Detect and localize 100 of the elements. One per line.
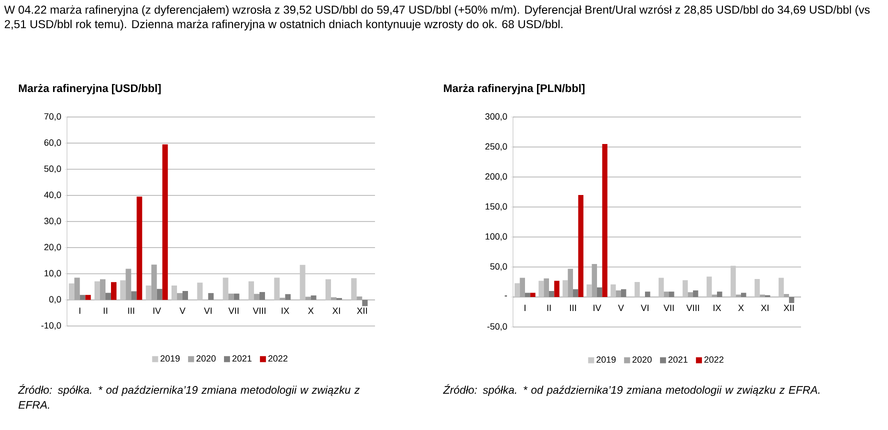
bar	[248, 281, 254, 300]
bar	[254, 294, 260, 300]
x-tick-label: VIII	[686, 304, 699, 311]
bar	[146, 286, 152, 300]
x-tick-label: V	[618, 304, 624, 311]
y-tick-label: 60,0	[44, 139, 62, 147]
bar	[693, 290, 698, 297]
bar	[182, 290, 188, 300]
bar	[362, 300, 368, 306]
bar	[621, 289, 626, 297]
bar	[610, 284, 616, 297]
legend-label: 2021	[668, 356, 688, 363]
x-tick-label: III	[128, 308, 134, 314]
bar	[658, 278, 664, 297]
text: W 04.22 marża rafineryjna (z dyferencjałem) wzrosła z 39,52 USD/bbl do 59,47 USD/bbl (+50% m/m). Dyferencjał Brent/Ural wzrósł z 28,85 USD/bbl do 34,69 USD/bbl (vs 2,51 USD/bbl rok temu). Dzienna marża rafineryjna w ostatnich dniach kontynuuje wzrosty do ok. 68 USD/bbl.	[4, 5, 870, 30]
bar	[111, 282, 116, 300]
bar	[514, 283, 520, 297]
bar	[172, 286, 177, 300]
legend-label: 2020	[196, 355, 216, 362]
legend-label: 2022	[268, 355, 288, 362]
x-tick-label: VII	[228, 308, 238, 314]
bar	[222, 278, 228, 300]
bar	[80, 294, 86, 300]
y-tick-label: 50,0	[490, 263, 508, 271]
bar	[68, 283, 74, 300]
y-tick-label: -50,0	[487, 323, 508, 331]
bar	[730, 266, 736, 297]
bar	[305, 296, 311, 300]
bar	[228, 294, 234, 300]
bar	[197, 282, 203, 300]
x-tick-label: X	[308, 308, 314, 314]
bar	[669, 292, 674, 297]
x-tick-label: IX	[714, 304, 722, 311]
bar	[177, 293, 182, 300]
legend-label: 2019	[596, 356, 616, 363]
y-tick-label: 10,0	[44, 270, 62, 278]
legend-label: 2021	[232, 355, 252, 362]
bar	[208, 293, 214, 300]
x-tick-label: X	[738, 304, 744, 311]
x-tick-label: VIII	[252, 308, 266, 314]
bar	[331, 297, 337, 300]
bar	[285, 294, 291, 300]
bar	[100, 279, 106, 300]
bar	[538, 280, 544, 297]
y-tick-label: 100,0	[486, 233, 508, 241]
x-tick-label: II	[104, 308, 108, 314]
bar	[586, 284, 592, 297]
bar	[300, 264, 306, 300]
bar	[120, 280, 126, 300]
bar	[274, 278, 280, 300]
x-tick-label: I	[524, 304, 526, 311]
x-tick-label: XI	[332, 308, 340, 314]
x-tick-label: IX	[282, 308, 290, 314]
y-tick-label: 300,0	[485, 113, 508, 121]
bar	[554, 280, 560, 297]
bar	[602, 144, 608, 297]
bar	[351, 278, 357, 300]
y-tick-label: 250,0	[485, 143, 508, 151]
bar	[260, 292, 265, 300]
bar	[126, 268, 132, 300]
x-tick-label: XI	[760, 304, 768, 311]
bar	[525, 292, 530, 297]
bar	[634, 282, 640, 297]
bar	[573, 289, 578, 297]
x-tick-label: VII	[664, 304, 674, 311]
chart-title: Marża rafineryjna [USD/bbl]	[18, 84, 161, 94]
bar	[778, 278, 784, 297]
y-tick-label: 150,0	[486, 203, 508, 211]
bar	[151, 264, 157, 300]
y-tick-label: 20,0	[44, 244, 62, 252]
bar	[597, 287, 602, 297]
y-tick-label: 50,0	[44, 166, 62, 173]
x-tick-label: XII	[784, 304, 794, 311]
bar	[530, 292, 536, 297]
bar	[94, 281, 100, 300]
x-tick-label: I	[79, 308, 80, 314]
x-tick-label: VI	[640, 304, 648, 311]
x-tick-label: XII	[356, 308, 367, 314]
bar	[682, 280, 688, 297]
bar	[74, 278, 80, 300]
legend-label: 2022	[704, 356, 724, 363]
text: Źródło: spółka. * od października’19 zmiana metodologii w związku z EFRA.	[18, 384, 360, 409]
legend-label: 2019	[160, 355, 180, 362]
bar	[717, 292, 722, 297]
bar	[162, 144, 168, 300]
x-tick-label: IV	[594, 304, 602, 311]
bar	[106, 292, 111, 300]
bar	[741, 292, 746, 297]
bar	[549, 291, 554, 297]
text: Źródło: spółka. * od października’19 zmiana metodologii w związku z EFRA.	[442, 384, 820, 396]
bar	[326, 279, 332, 300]
x-tick-label: V	[180, 308, 186, 314]
bar	[156, 288, 162, 300]
x-tick-label: VI	[204, 308, 212, 314]
x-tick-label: III	[570, 304, 576, 311]
y-tick-label: 200,0	[485, 173, 508, 181]
x-tick-label: II	[547, 304, 551, 311]
bar	[310, 295, 316, 300]
y-tick-label: 40,0	[44, 192, 62, 200]
legend-label: 2020	[632, 356, 652, 363]
